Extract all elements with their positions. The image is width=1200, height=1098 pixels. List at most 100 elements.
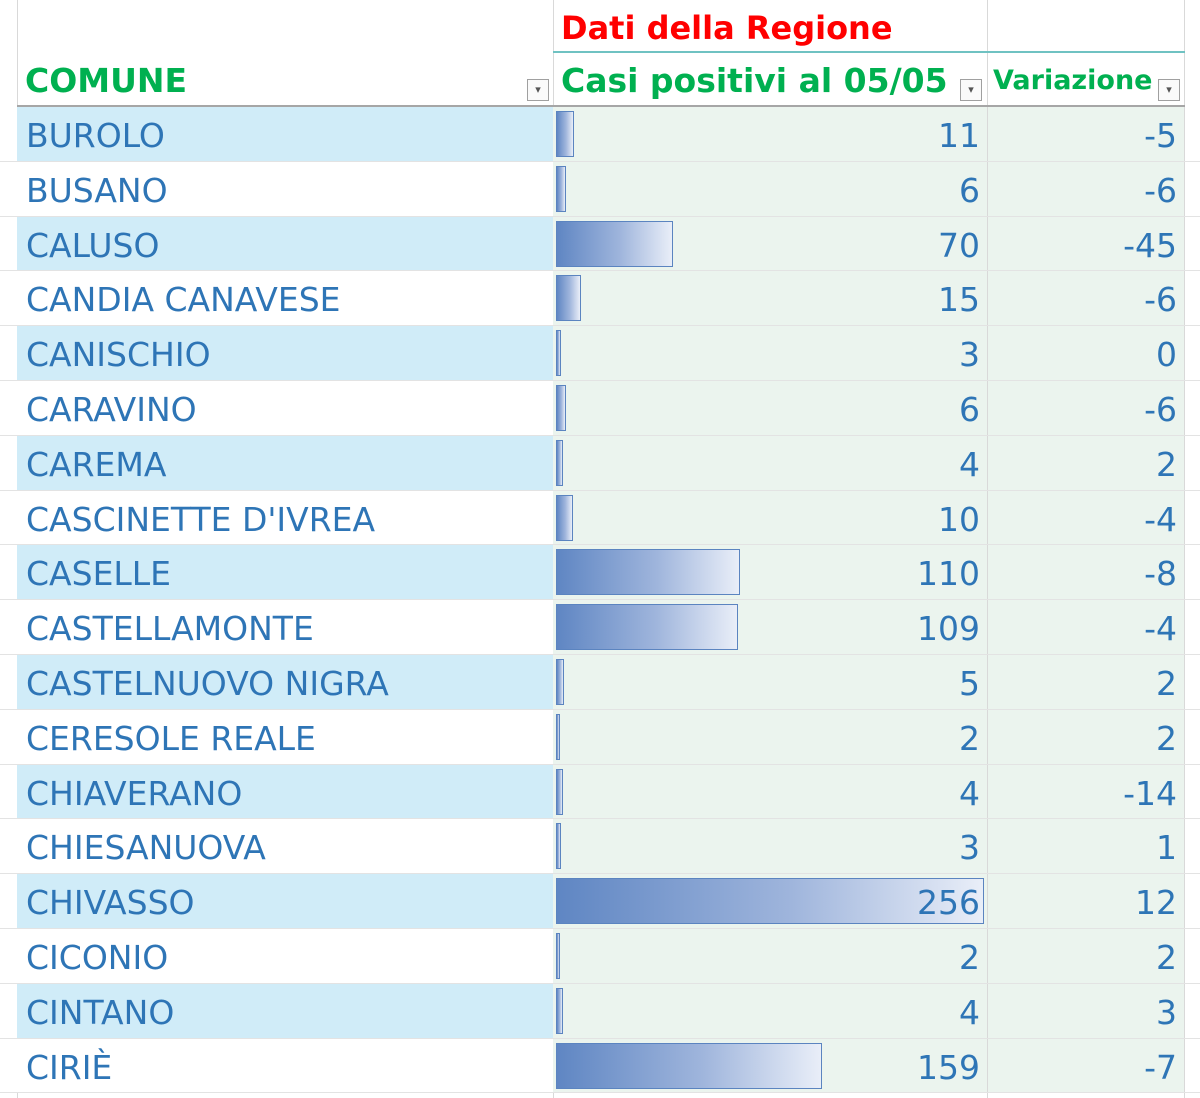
casi-cell[interactable]: 159 bbox=[553, 1038, 987, 1094]
comune-cell[interactable]: CASTELNUOVO NIGRA bbox=[17, 654, 553, 710]
gridline bbox=[0, 1092, 1200, 1094]
comune-cell[interactable]: CAREMA bbox=[17, 435, 553, 491]
title-underline bbox=[553, 51, 1185, 53]
variazione-cell[interactable]: -6 bbox=[988, 271, 1184, 327]
casi-cell[interactable]: 10 bbox=[553, 490, 987, 546]
comune-cell[interactable]: CASCINETTE D'IVREA bbox=[17, 490, 553, 546]
gridline bbox=[0, 325, 1200, 327]
comune-cell[interactable]: CALUSO bbox=[17, 216, 553, 272]
header-variazione[interactable]: Variazione bbox=[993, 65, 1153, 96]
comune-cell[interactable]: CHIVASSO bbox=[17, 874, 553, 929]
casi-cell[interactable]: 6 bbox=[553, 161, 987, 217]
table-row: CAREMA 4 2 bbox=[0, 435, 1200, 491]
comune-cell[interactable]: BUSANO bbox=[17, 161, 553, 217]
gridline bbox=[0, 818, 1200, 820]
gridline bbox=[0, 653, 1200, 655]
casi-value: 110 bbox=[917, 554, 980, 594]
casi-value: 4 bbox=[959, 992, 980, 1032]
table-row: CASTELLAMONTE 109 -4 bbox=[0, 600, 1200, 655]
table-row: CIRIÈ 159 -7 bbox=[0, 1038, 1200, 1094]
variazione-cell[interactable]: -5 bbox=[988, 107, 1184, 162]
variazione-cell[interactable]: 1 bbox=[988, 819, 1184, 875]
gridline bbox=[0, 544, 1200, 546]
table-row: CALUSO 70 -45 bbox=[0, 216, 1200, 272]
comune-cell[interactable]: CANDIA CANAVESE bbox=[17, 271, 553, 327]
casi-value: 11 bbox=[938, 116, 980, 155]
casi-cell[interactable]: 4 bbox=[553, 435, 987, 491]
gridline bbox=[0, 873, 1200, 875]
variazione-cell[interactable]: 12 bbox=[988, 874, 1184, 929]
data-bar bbox=[556, 111, 574, 157]
variazione-cell[interactable]: 3 bbox=[988, 983, 1184, 1039]
casi-value: 2 bbox=[959, 937, 980, 977]
gridline bbox=[0, 489, 1200, 491]
comune-cell[interactable]: CIRIÈ bbox=[17, 1038, 553, 1094]
filter-dropdown-icon[interactable]: ▾ bbox=[1158, 79, 1180, 101]
gridline bbox=[0, 215, 1200, 217]
casi-cell[interactable]: 11 bbox=[553, 107, 987, 162]
casi-cell[interactable]: 109 bbox=[553, 600, 987, 655]
data-bar bbox=[556, 494, 573, 541]
gridline bbox=[0, 1037, 1200, 1039]
comune-cell[interactable]: CASTELLAMONTE bbox=[17, 600, 553, 655]
data-bar bbox=[556, 713, 560, 760]
casi-cell[interactable]: 5 bbox=[553, 654, 987, 710]
casi-cell[interactable]: 3 bbox=[553, 819, 987, 875]
header-comune[interactable]: COMUNE bbox=[25, 61, 188, 100]
table-row: CARAVINO 6 -6 bbox=[0, 380, 1200, 436]
variazione-cell[interactable]: -6 bbox=[988, 380, 1184, 436]
casi-cell[interactable]: 256 bbox=[553, 874, 987, 929]
table-row: CINTANO 4 3 bbox=[0, 983, 1200, 1039]
casi-value: 109 bbox=[917, 609, 980, 649]
table-row: CICONIO 2 2 bbox=[0, 928, 1200, 984]
comune-cell[interactable]: CHIAVERANO bbox=[17, 764, 553, 820]
header-row: COMUNE ▾ Casi positivi al 05/05 ▾ Variaz… bbox=[0, 53, 1200, 107]
variazione-cell[interactable]: -4 bbox=[988, 490, 1184, 546]
data-bar bbox=[556, 932, 560, 979]
variazione-cell[interactable]: -8 bbox=[988, 545, 1184, 601]
header-casi-positivi[interactable]: Casi positivi al 05/05 bbox=[561, 61, 948, 100]
gridline bbox=[0, 160, 1200, 162]
casi-value: 4 bbox=[959, 773, 980, 813]
data-bar bbox=[556, 604, 738, 651]
casi-cell[interactable]: 6 bbox=[553, 380, 987, 436]
comune-cell[interactable]: CHIESANUOVA bbox=[17, 819, 553, 875]
header-border bbox=[17, 105, 1185, 107]
variazione-cell[interactable]: -6 bbox=[988, 161, 1184, 217]
sort-filter-icon[interactable]: ▾ bbox=[527, 79, 549, 101]
filter-dropdown-icon[interactable]: ▾ bbox=[960, 79, 982, 101]
variazione-cell[interactable]: 2 bbox=[988, 435, 1184, 491]
comune-cell[interactable]: CINTANO bbox=[17, 983, 553, 1039]
casi-cell[interactable]: 15 bbox=[553, 271, 987, 327]
casi-value: 5 bbox=[959, 663, 980, 703]
variazione-cell[interactable]: -14 bbox=[988, 764, 1184, 820]
variazione-cell[interactable]: 0 bbox=[988, 326, 1184, 381]
comune-cell[interactable]: CERESOLE REALE bbox=[17, 709, 553, 765]
variazione-cell[interactable]: -45 bbox=[988, 216, 1184, 272]
casi-cell[interactable]: 4 bbox=[553, 764, 987, 820]
casi-cell[interactable]: 3 bbox=[553, 326, 987, 381]
casi-cell[interactable]: 2 bbox=[553, 928, 987, 984]
casi-cell[interactable]: 70 bbox=[553, 216, 987, 272]
casi-value: 6 bbox=[959, 170, 980, 210]
table-row: CASTELNUOVO NIGRA 5 2 bbox=[0, 654, 1200, 710]
comune-cell[interactable]: CANISCHIO bbox=[17, 326, 553, 381]
casi-value: 70 bbox=[938, 225, 980, 265]
casi-cell[interactable]: 110 bbox=[553, 545, 987, 601]
table-row: CHIAVERANO 4 -14 bbox=[0, 764, 1200, 820]
comune-cell[interactable]: BUROLO bbox=[17, 107, 553, 162]
variazione-cell[interactable]: -4 bbox=[988, 600, 1184, 655]
casi-value: 3 bbox=[959, 335, 980, 375]
casi-cell[interactable]: 4 bbox=[553, 983, 987, 1039]
variazione-cell[interactable]: -7 bbox=[988, 1038, 1184, 1094]
casi-cell[interactable]: 2 bbox=[553, 709, 987, 765]
gridline bbox=[0, 434, 1200, 436]
comune-cell[interactable]: CICONIO bbox=[17, 928, 553, 984]
variazione-cell[interactable]: 2 bbox=[988, 654, 1184, 710]
variazione-cell[interactable]: 2 bbox=[988, 709, 1184, 765]
gridline bbox=[987, 0, 988, 1098]
data-bar bbox=[556, 220, 673, 267]
comune-cell[interactable]: CASELLE bbox=[17, 545, 553, 601]
comune-cell[interactable]: CARAVINO bbox=[17, 380, 553, 436]
variazione-cell[interactable]: 2 bbox=[988, 928, 1184, 984]
